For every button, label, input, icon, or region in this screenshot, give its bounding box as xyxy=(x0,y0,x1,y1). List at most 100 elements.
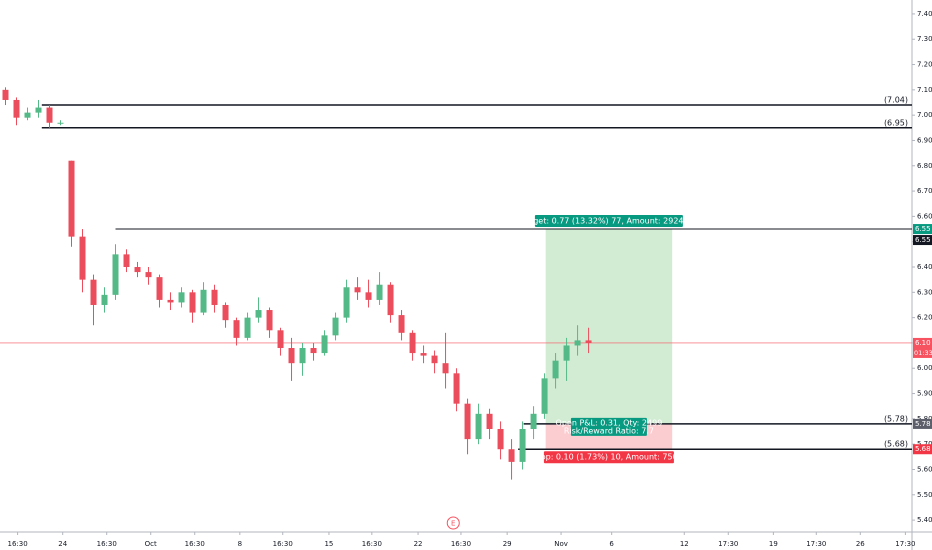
candle-body xyxy=(57,122,64,124)
candle-body xyxy=(222,304,229,321)
x-tick-label: 16:30 xyxy=(97,540,117,548)
candle-body xyxy=(376,284,383,300)
candle-body xyxy=(90,279,97,305)
candle-body xyxy=(112,254,119,295)
x-tick-label: 8 xyxy=(238,540,242,548)
y-tick-label: 5.60 xyxy=(917,465,932,473)
target-zone xyxy=(545,229,673,424)
candle-body xyxy=(398,315,405,333)
y-tick-label: 7.00 xyxy=(917,111,932,119)
candle-body xyxy=(46,107,53,123)
candle-body xyxy=(585,340,592,343)
candle-body xyxy=(255,310,262,318)
x-tick-label: 19 xyxy=(769,540,778,548)
last-price-badge xyxy=(913,337,932,358)
x-tick-label: 16:30 xyxy=(362,540,382,548)
candle-body xyxy=(79,236,86,280)
y-tick-label: 6.60 xyxy=(917,212,932,220)
candle-body xyxy=(101,294,108,305)
y-tick-label: 6.40 xyxy=(917,263,932,271)
x-tick-label: 6 xyxy=(609,540,614,548)
x-tick-label: 24 xyxy=(58,540,67,548)
candle-body xyxy=(497,428,504,450)
candle-body xyxy=(123,254,130,268)
candle-body xyxy=(365,292,372,300)
x-tick-label: 12 xyxy=(680,540,689,548)
candle-body xyxy=(134,267,141,273)
axis-badge xyxy=(913,224,932,235)
candle-body xyxy=(277,330,284,349)
candle-body xyxy=(299,348,306,364)
last-price-label: 6.10 xyxy=(915,339,931,347)
axis-badge-label: 6.55 xyxy=(915,236,931,244)
y-tick-label: 5.70 xyxy=(917,440,932,448)
candle-body xyxy=(387,284,394,316)
axis-badge xyxy=(913,418,932,429)
candle-body xyxy=(321,335,328,354)
stop-label: Stop: 0.10 (1.73%) 10, Amount: 750.1 xyxy=(533,453,686,462)
candle-body xyxy=(189,292,196,313)
candle-body xyxy=(541,378,548,414)
candle-body xyxy=(431,355,438,364)
candle-body xyxy=(244,317,251,338)
stop-label-bg xyxy=(543,451,674,464)
candle-body xyxy=(464,403,471,440)
event-marker xyxy=(446,516,460,530)
x-tick-label: 22 xyxy=(414,540,423,548)
candle-body xyxy=(13,99,20,118)
x-tick-label: Nov xyxy=(554,540,568,548)
y-tick-label: 6.30 xyxy=(917,288,932,296)
y-tick-label: 5.40 xyxy=(917,516,932,524)
candle-body xyxy=(343,287,350,318)
candle-body xyxy=(552,360,559,379)
pnl-label: Open P&L: 0.31, Qty: 2499 xyxy=(556,418,663,427)
candle-body xyxy=(167,299,174,303)
y-tick-label: 6.20 xyxy=(917,314,932,322)
countdown-label: 01:33 xyxy=(914,349,932,357)
ratio-label: Risk/Reward Ratio: 7.7 xyxy=(564,426,654,435)
candle-body xyxy=(24,112,31,118)
candle-body xyxy=(332,317,339,336)
axis-badge xyxy=(913,235,932,246)
x-tick-label: 15 xyxy=(324,540,333,548)
x-tick-label: 16:30 xyxy=(273,540,293,548)
y-tick-label: 7.30 xyxy=(917,35,932,43)
candle-body xyxy=(530,413,537,429)
candle-body xyxy=(266,310,273,331)
candle-body xyxy=(453,373,460,404)
x-tick-label: 26 xyxy=(856,540,865,548)
candle-body xyxy=(68,160,75,237)
y-tick-label: 7.40 xyxy=(917,10,932,18)
y-tick-label: 6.80 xyxy=(917,162,932,170)
y-tick-label: 5.80 xyxy=(917,415,932,423)
candle-body xyxy=(442,363,449,374)
x-tick-label: 29 xyxy=(503,540,512,548)
pnl-label-bg xyxy=(570,417,647,436)
candle-body xyxy=(354,287,361,293)
target-label: Target: 0.77 (13.32%) 77, Amount: 2924.2… xyxy=(521,217,697,226)
candle-body xyxy=(508,449,515,462)
y-tick-label: 5.50 xyxy=(917,491,932,499)
x-tick-label: 17:30 xyxy=(895,540,915,548)
candle-body xyxy=(563,345,570,361)
x-tick-label: 16:30 xyxy=(185,540,205,548)
candle-body xyxy=(233,320,240,338)
target-label-bg xyxy=(534,215,683,228)
candle-body xyxy=(200,289,207,313)
level-label: (5.78) xyxy=(884,414,908,423)
candle-body xyxy=(2,89,9,100)
x-tick-label: 16:30 xyxy=(8,540,28,548)
candle-body xyxy=(145,272,152,278)
axis-badge xyxy=(913,444,932,455)
y-tick-label: 7.20 xyxy=(917,61,932,69)
candle-body xyxy=(35,107,42,113)
level-label: (7.04) xyxy=(884,96,908,105)
level-label: (6.95) xyxy=(884,118,908,127)
y-tick-label: 7.10 xyxy=(917,86,932,94)
y-tick-label: 5.90 xyxy=(917,390,932,398)
axis-badge-label: 5.68 xyxy=(915,445,931,453)
event-label: E xyxy=(451,520,455,528)
y-tick-label: 6.90 xyxy=(917,136,932,144)
x-tick-label: 16:30 xyxy=(451,540,471,548)
